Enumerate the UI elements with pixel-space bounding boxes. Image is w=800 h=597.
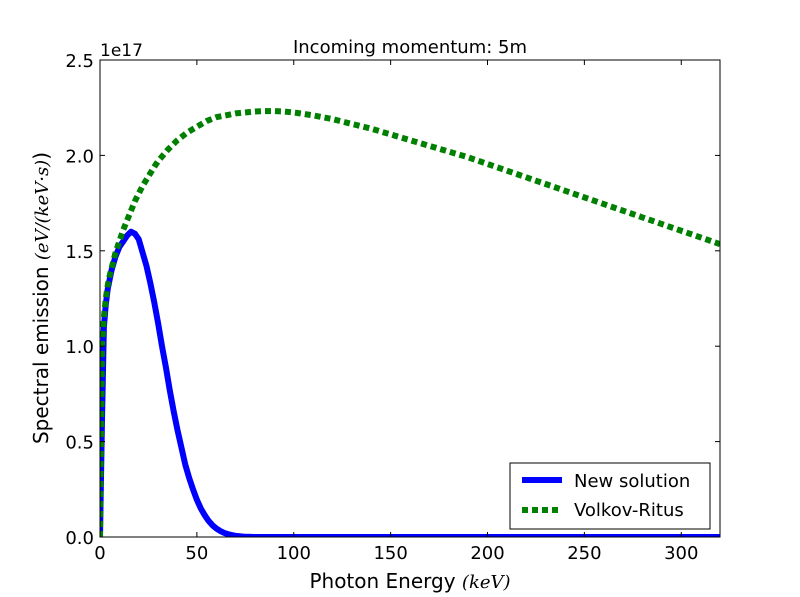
legend-label-new-solution: New solution <box>574 471 690 492</box>
legend-box <box>509 462 711 530</box>
chart-title: Incoming momentum: 5m <box>293 37 527 58</box>
y-tick-label: 0.0 <box>65 528 94 549</box>
y-tick-label: 2.0 <box>65 146 94 167</box>
x-tick-label: 150 <box>373 543 407 564</box>
x-axis-label-unit: (keV) <box>462 572 511 593</box>
tick-layer: 0 50 100 150 200 250 300 0.0 0.5 1.0 1.5 2.0 2.5 <box>65 51 720 564</box>
axes-frame <box>99 59 721 538</box>
legend: New solution Volkov-Ritus <box>509 462 711 530</box>
y-tick-label: 1.5 <box>65 242 94 263</box>
y-axis-label-unit: (eV/(keV·s) <box>32 160 53 260</box>
y-tick-label: 0.5 <box>65 433 94 454</box>
series-line-volkov-ritus <box>100 108 720 537</box>
y-axis-label: Spectral emission (eV/(keV·s)) <box>29 152 53 444</box>
y-tick-label: 2.5 <box>65 51 94 72</box>
x-axis-label-text: Photon Energy <box>309 569 455 593</box>
y-axis-label-text: Spectral emission <box>29 266 53 444</box>
x-tick-label: 300 <box>664 543 698 564</box>
y-axis-multiplier: 1e17 <box>100 41 143 61</box>
x-axis-label: Photon Energy (keV) <box>309 569 510 593</box>
x-tick-label: 250 <box>567 543 601 564</box>
x-tick-label: 100 <box>277 543 311 564</box>
legend-label-volkov-ritus: Volkov-Ritus <box>574 500 684 521</box>
y-tick-label: 1.0 <box>65 337 94 358</box>
x-tick-label: 0 <box>94 543 105 564</box>
y-axis-label-close: ) <box>29 152 53 160</box>
x-tick-label: 50 <box>185 543 208 564</box>
x-tick-label: 200 <box>470 543 504 564</box>
